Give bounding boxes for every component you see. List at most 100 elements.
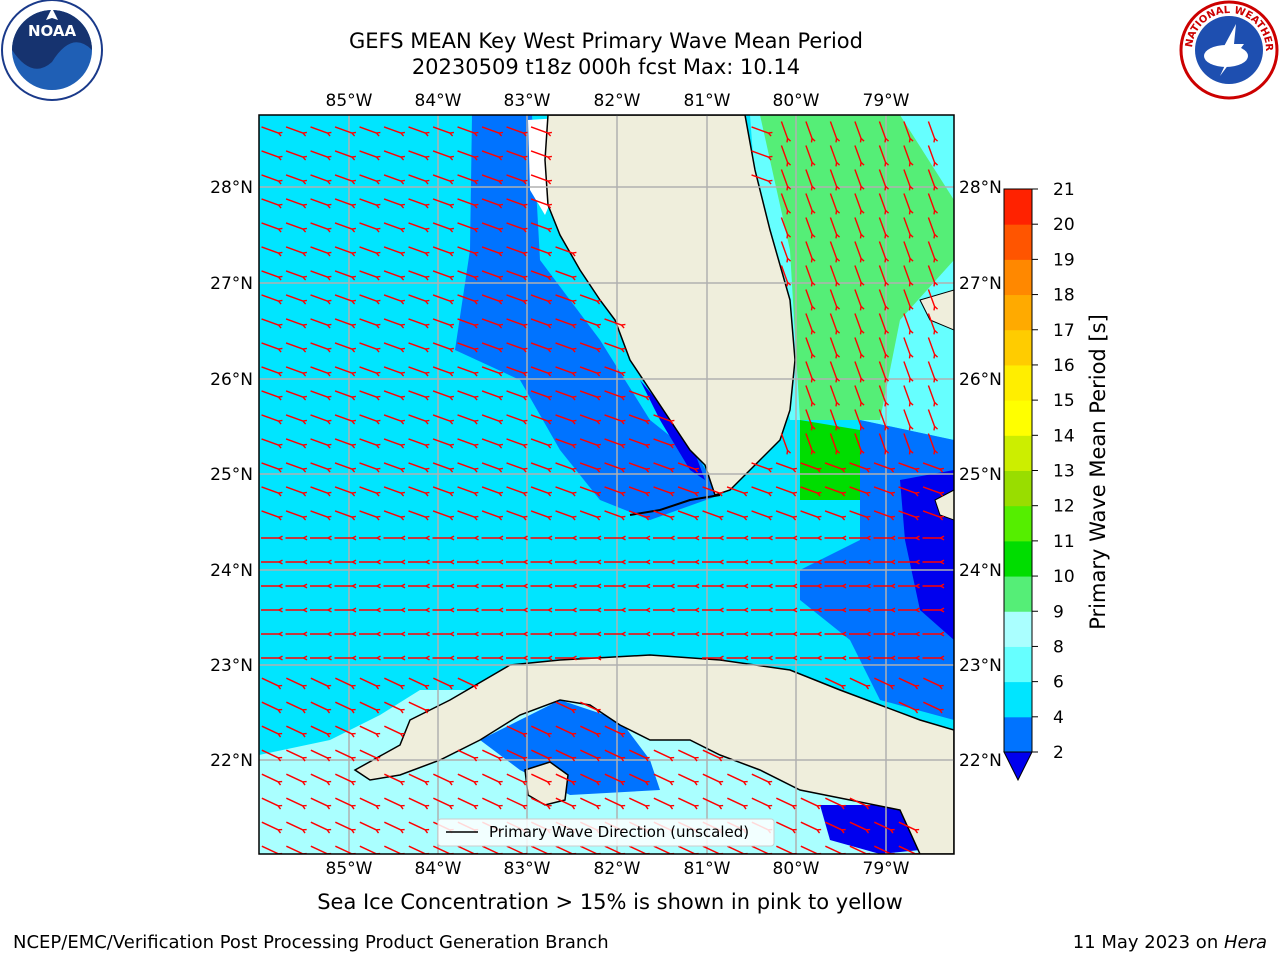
- wave-arrow: [432, 414, 451, 422]
- wave-arrow: [628, 390, 647, 398]
- wave-arrow-head: [718, 757, 723, 762]
- wave-arrow-head: [547, 444, 552, 449]
- wave-arrow-head: [351, 420, 356, 425]
- wave-arrow: [457, 749, 475, 759]
- wave-arrow-head: [449, 372, 454, 377]
- wave-arrow: [285, 222, 304, 230]
- wave-arrow: [334, 318, 353, 326]
- wave-arrow-head: [695, 609, 700, 613]
- wave-arrow-head: [572, 609, 577, 613]
- wave-arrow-head: [792, 829, 796, 834]
- wave-arrow-head: [767, 781, 772, 786]
- wave-arrow: [727, 845, 744, 854]
- wave-arrow-head: [326, 420, 331, 425]
- wave-arrow-head: [792, 805, 796, 810]
- wave-arrow: [854, 169, 862, 187]
- wave-arrow: [800, 845, 818, 854]
- wave-arrow-head: [375, 516, 380, 521]
- wave-arrow-head: [767, 156, 772, 161]
- wave-arrow-head: [669, 420, 674, 425]
- wave-arrow: [555, 342, 573, 350]
- longitude-label: 80°W: [773, 91, 820, 111]
- wave-arrow-head: [498, 444, 503, 449]
- wave-arrow: [310, 845, 328, 854]
- wave-arrow-head: [352, 561, 357, 565]
- wave-arrow-head: [620, 733, 625, 738]
- wave-arrow-head: [277, 757, 282, 762]
- wave-arrow-head: [351, 156, 356, 161]
- wave-arrow: [849, 845, 867, 854]
- wave-arrow-head: [866, 657, 871, 661]
- wave-arrow: [286, 725, 303, 735]
- wave-arrow: [898, 821, 916, 831]
- wave-arrow-head: [424, 468, 429, 473]
- wave-arrow: [408, 414, 426, 422]
- wave-arrow-head: [841, 805, 845, 810]
- wave-arrow-head: [499, 561, 504, 565]
- wave-arrow-head: [473, 300, 478, 305]
- wave-arrow-head: [326, 348, 331, 353]
- wave-arrow: [457, 174, 475, 182]
- longitude-label: 82°W: [594, 859, 641, 879]
- wave-arrow: [927, 121, 936, 139]
- wave-arrow: [555, 462, 573, 470]
- wave-arrow-head: [522, 252, 527, 257]
- wave-arrow: [335, 845, 352, 854]
- wave-arrow: [927, 313, 936, 331]
- wave-arrow: [854, 313, 862, 331]
- noaa-logo-text: NOAA: [28, 22, 77, 40]
- wave-arrow: [829, 265, 838, 283]
- wave-arrow-head: [498, 324, 503, 329]
- map-legend: Primary Wave Direction (unscaled): [437, 818, 775, 847]
- latitude-label: 23°N: [210, 656, 253, 676]
- longitude-label: 84°W: [415, 859, 462, 879]
- wave-arrow-head: [884, 258, 887, 263]
- wave-arrow-head: [424, 516, 429, 521]
- colorbar-segment: [1004, 646, 1032, 683]
- wave-arrow-head: [571, 372, 576, 377]
- wave-arrow: [285, 342, 304, 350]
- wave-arrow: [530, 342, 549, 350]
- wave-arrow-head: [547, 276, 552, 281]
- wave-arrow-head: [376, 609, 381, 613]
- wave-arrow: [530, 486, 549, 494]
- wave-arrow: [903, 337, 911, 355]
- wave-arrow: [829, 289, 838, 307]
- wave-arrow: [829, 145, 838, 163]
- wave-arrow: [481, 246, 500, 254]
- wave-arrow-head: [522, 132, 527, 137]
- wave-arrow-head: [572, 585, 577, 589]
- wave-arrow: [531, 749, 548, 759]
- wave-arrow: [579, 318, 598, 326]
- wave-arrow-head: [817, 561, 822, 565]
- wave-arrow: [579, 486, 598, 494]
- colorbar-segment: [1004, 681, 1032, 718]
- wave-arrow-head: [810, 354, 813, 359]
- wave-arrow: [604, 414, 622, 422]
- wave-arrow-head: [302, 829, 306, 834]
- colorbar-tick-label: 18: [1053, 286, 1075, 306]
- wave-arrow: [506, 222, 524, 230]
- wave-arrow-head: [694, 805, 698, 810]
- wave-arrow: [854, 385, 862, 403]
- wave-arrow-head: [522, 733, 527, 738]
- wave-arrow-head: [375, 372, 380, 377]
- wave-arrow-head: [810, 210, 813, 215]
- wave-arrow: [849, 797, 867, 807]
- wave-arrow-head: [522, 372, 527, 377]
- wave-arrow: [384, 677, 401, 687]
- wave-arrow: [677, 462, 696, 470]
- wave-arrow-head: [891, 609, 896, 613]
- map-layers: [259, 115, 954, 854]
- wave-arrow: [432, 198, 451, 206]
- wave-arrow: [384, 797, 401, 807]
- wave-arrow: [653, 845, 671, 854]
- wave-arrow: [261, 749, 279, 759]
- wave-arrow: [335, 773, 352, 783]
- wave-arrow-head: [719, 585, 724, 589]
- wave-arrow: [334, 174, 353, 182]
- wave-arrow-head: [933, 306, 936, 311]
- wave-arrow-head: [793, 561, 798, 565]
- wave-arrow: [261, 821, 279, 831]
- wave-arrow-head: [884, 450, 887, 455]
